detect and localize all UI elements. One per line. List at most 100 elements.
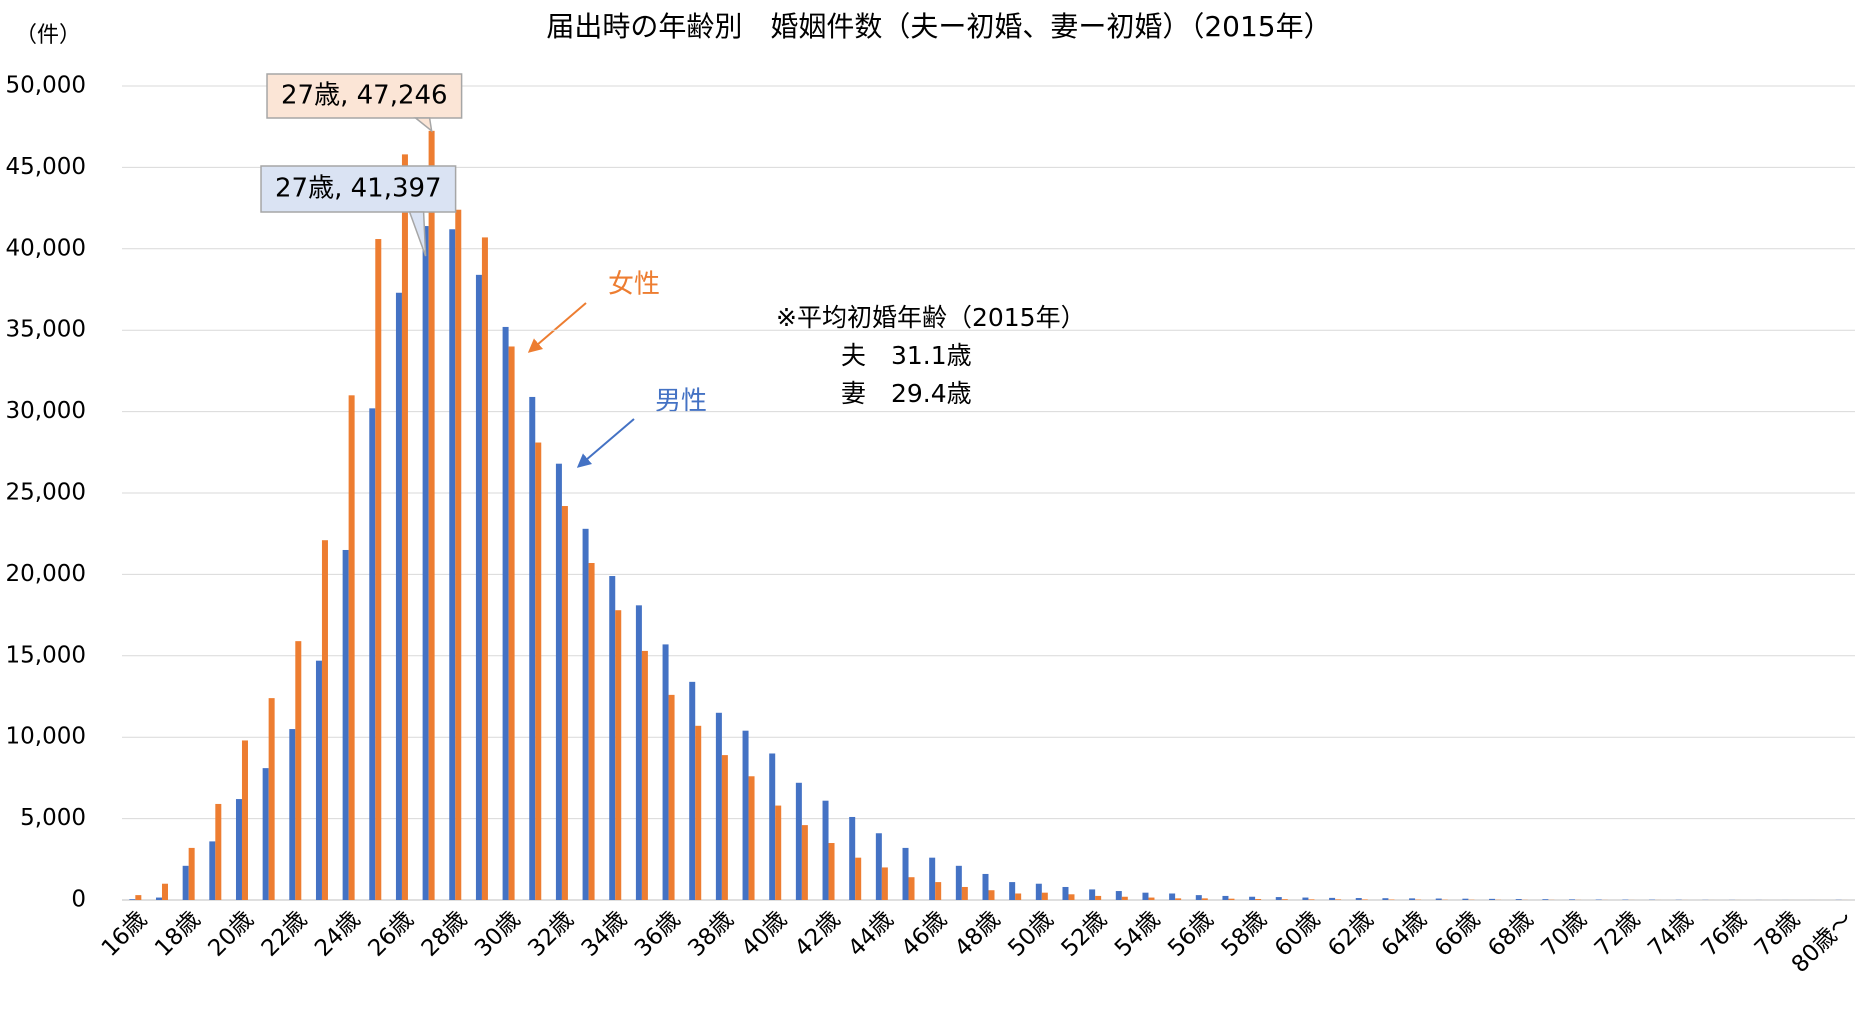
annotation-arrow	[527, 302, 587, 353]
bar	[529, 396, 536, 900]
bar	[262, 768, 269, 900]
x-tick-label: 18歳	[150, 906, 205, 961]
y-tick-label: 5,000	[20, 805, 86, 831]
data-label: 27歳, 47,246	[281, 81, 448, 111]
bar	[721, 755, 728, 900]
chart-title: 届出時の年齢別 婚姻件数（夫ー初婚、妻ー初婚）（2015年）	[546, 10, 1331, 43]
x-tick-label: 62歳	[1323, 906, 1378, 961]
bar	[1222, 895, 1229, 900]
callout-pointer	[413, 117, 433, 133]
y-tick-label: 40,000	[6, 235, 86, 261]
bar	[555, 463, 562, 900]
callout-pointer	[408, 211, 427, 257]
bar	[1041, 892, 1048, 900]
bar	[1195, 895, 1202, 900]
x-tick-label: 34歳	[577, 906, 632, 961]
annotation-arrow	[576, 418, 635, 468]
x-tick-label: 52歳	[1057, 906, 1112, 961]
data-label: 27歳, 41,397	[275, 174, 442, 204]
bar	[561, 506, 568, 900]
bar	[769, 753, 776, 900]
x-tick-label: 60歳	[1270, 906, 1325, 961]
bar	[508, 346, 515, 901]
bar	[1361, 899, 1368, 900]
bar	[455, 209, 462, 900]
bar	[1068, 894, 1075, 900]
bar	[295, 641, 302, 900]
bar	[615, 610, 622, 900]
bar	[1355, 898, 1362, 900]
bar	[855, 857, 862, 900]
bar	[161, 883, 168, 900]
bar	[748, 776, 755, 900]
bar	[1009, 882, 1016, 900]
y-tick-label: 50,000	[6, 73, 86, 99]
bar	[935, 882, 942, 900]
y-tick-label: 15,000	[6, 642, 86, 668]
callout-box	[266, 73, 463, 119]
x-tick-label: 40歳	[737, 906, 792, 961]
x-tick-label: 56歳	[1163, 906, 1218, 961]
bar	[1409, 898, 1416, 900]
data-label-callout: 27歳, 47,246	[266, 73, 463, 133]
bar	[268, 698, 275, 900]
bar	[1462, 898, 1469, 900]
bar	[1148, 897, 1155, 900]
x-tick-label: 80歳～	[1787, 906, 1859, 978]
data-label-callout: 27歳, 41,397	[260, 165, 457, 257]
y-tick-label: 35,000	[6, 317, 86, 343]
bar	[502, 326, 509, 901]
bar	[1281, 899, 1288, 900]
y-tick-label: 25,000	[6, 480, 86, 506]
bar	[155, 897, 162, 900]
bar	[1062, 886, 1069, 900]
y-unit: （件）	[15, 23, 81, 48]
bar	[668, 694, 675, 900]
bar	[742, 730, 749, 900]
bar	[1435, 898, 1442, 900]
x-tick-label: 36歳	[630, 906, 685, 961]
bar	[215, 803, 222, 900]
x-tick-label: 48歳	[950, 906, 1005, 961]
x-tick-label: 30歳	[470, 906, 525, 961]
x-tick-label: 42歳	[790, 906, 845, 961]
x-tick-label: 32歳	[523, 906, 578, 961]
x-tick-label: 74歳	[1643, 906, 1698, 961]
bar	[689, 681, 696, 900]
x-tick-label: 64歳	[1377, 906, 1432, 961]
x-tick-label: 44歳	[843, 906, 898, 961]
bar	[401, 154, 408, 901]
bar	[375, 239, 382, 901]
bar	[1515, 899, 1522, 900]
bar	[449, 229, 456, 900]
bar	[135, 895, 142, 900]
bar	[1015, 893, 1022, 900]
bar	[422, 226, 429, 901]
note: ※平均初婚年齢（2015年）	[776, 303, 1086, 332]
bar	[1121, 896, 1128, 900]
bar	[695, 725, 702, 900]
x-tick-label: 68歳	[1483, 906, 1538, 961]
bar	[1542, 899, 1549, 900]
note: 妻 29.4歳	[841, 379, 972, 408]
bar	[775, 805, 782, 900]
y-tick-label: 30,000	[6, 398, 86, 424]
bar	[209, 841, 216, 900]
y-tick-label: 0	[71, 887, 86, 913]
x-tick-label: 46歳	[897, 906, 952, 961]
x-tick-label: 54歳	[1110, 906, 1165, 961]
bar	[881, 867, 888, 900]
bar	[635, 605, 642, 900]
bar	[1089, 889, 1096, 900]
bar	[849, 816, 856, 900]
bar	[1035, 883, 1042, 900]
bar	[988, 890, 995, 900]
bar	[641, 650, 648, 900]
bar	[1382, 898, 1389, 900]
bar	[1142, 892, 1149, 900]
bar	[902, 847, 909, 900]
bar	[822, 800, 829, 900]
bar	[1308, 899, 1315, 900]
bar	[828, 843, 835, 900]
